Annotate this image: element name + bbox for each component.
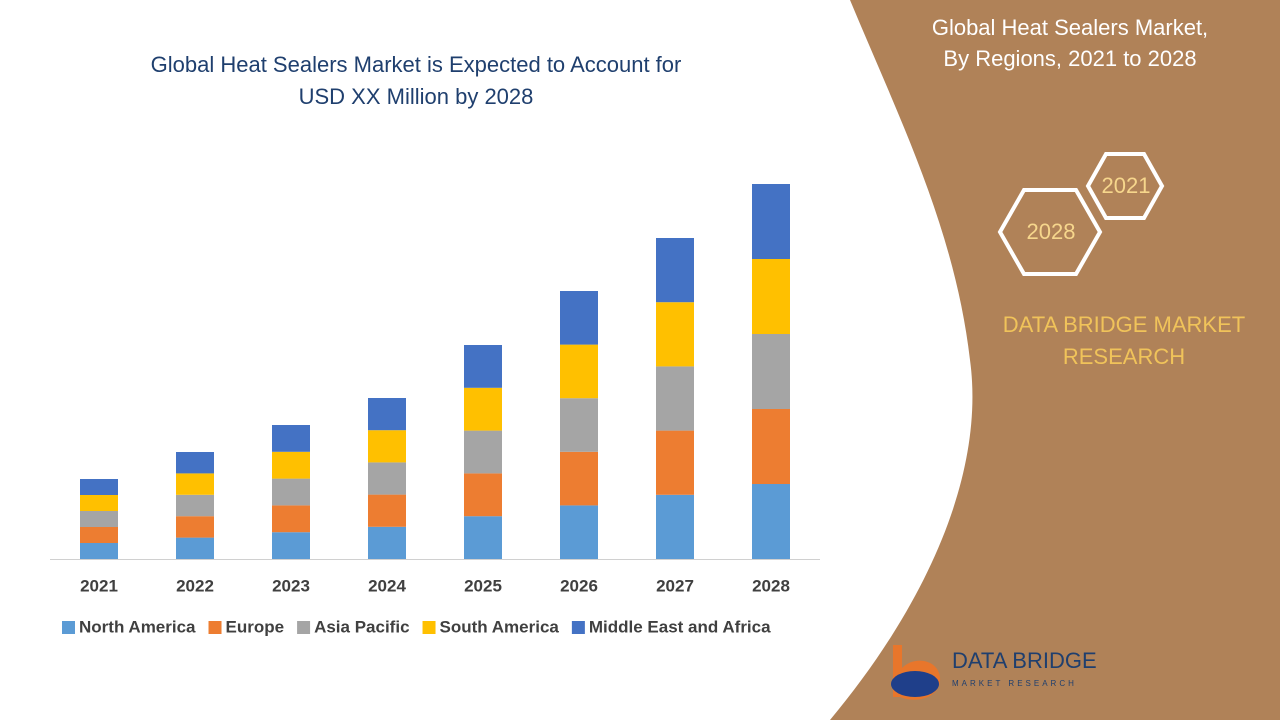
bar-segment: [752, 484, 790, 559]
bar-segment: [656, 430, 694, 495]
bar-segment: [368, 398, 406, 431]
bar-segment: [272, 451, 310, 479]
bar-segment: [752, 259, 790, 334]
hexagon: [997, 188, 1103, 276]
bar-segment: [176, 537, 214, 559]
x-tick-label: 2022: [176, 576, 214, 595]
bar-segment: [656, 494, 694, 559]
bar-segment: [176, 494, 214, 517]
brand-text: DATA BRIDGE MARKET: [1003, 312, 1245, 337]
bar-segment: [272, 478, 310, 506]
bar-segment: [656, 302, 694, 367]
bar-segment: [176, 452, 214, 474]
legend-swatch: [208, 621, 222, 634]
panel-title: Global Heat Sealers Market,: [932, 15, 1208, 40]
logo: DATA BRIDGE MARKET RESEARCH: [891, 645, 1097, 700]
bar-segment: [272, 505, 310, 533]
bar-segment: [464, 473, 502, 517]
bar-segment: [272, 425, 310, 452]
bar-segment: [176, 516, 214, 538]
bar-segment: [752, 409, 790, 484]
legend-swatch: [422, 621, 436, 634]
bar-segment: [80, 495, 118, 511]
bar-segment: [80, 511, 118, 527]
bar-segment: [560, 344, 598, 399]
x-tick-label: 2024: [368, 576, 406, 595]
legend-label: Middle East and Africa: [589, 617, 771, 636]
bar-segment: [464, 516, 502, 559]
bar-segment: [80, 543, 118, 559]
bar-segment: [464, 345, 502, 388]
x-tick-label: 2028: [752, 576, 790, 595]
panel-title: By Regions, 2021 to 2028: [943, 46, 1196, 71]
bar-segment: [560, 398, 598, 452]
bar-segment: [560, 505, 598, 559]
bar-segment: [752, 184, 790, 259]
legend-label: South America: [440, 617, 560, 636]
bar-segment: [656, 238, 694, 303]
brand-text: RESEARCH: [1063, 344, 1185, 369]
bar-segment: [464, 387, 502, 431]
logo-mark: [891, 671, 939, 697]
logo-name: DATA BRIDGE: [952, 648, 1097, 673]
hexagon: [1085, 152, 1165, 220]
legend-label: Asia Pacific: [314, 617, 409, 636]
bar-segment: [560, 451, 598, 506]
bar-segment: [176, 473, 214, 495]
bar-segment: [752, 334, 790, 409]
legend-swatch: [62, 621, 75, 634]
bar-segment: [80, 527, 118, 543]
x-tick-label: 2026: [560, 576, 598, 595]
bar-segment: [272, 532, 310, 559]
chart-title: Global Heat Sealers Market is Expected t…: [151, 52, 682, 77]
bar-segment: [368, 462, 406, 495]
hexagon-label: 2028: [1027, 219, 1076, 244]
legend-label: Europe: [226, 617, 285, 636]
legend-label: North America: [79, 617, 196, 636]
x-tick-label: 2021: [80, 576, 118, 595]
bar-segment: [368, 526, 406, 559]
bar-segment: [80, 479, 118, 495]
bar-segment: [464, 430, 502, 474]
bar-segment: [656, 366, 694, 431]
bar-segment: [560, 291, 598, 345]
legend-swatch: [297, 621, 311, 634]
hexagon-label: 2021: [1102, 173, 1151, 198]
chart-subtitle: USD XX Million by 2028: [299, 84, 534, 109]
logo-tagline: MARKET RESEARCH: [952, 679, 1077, 688]
side-panel: [830, 0, 1280, 720]
x-tick-label: 2023: [272, 576, 310, 595]
x-tick-label: 2027: [656, 576, 694, 595]
bar-segment: [368, 494, 406, 527]
bar-segment: [368, 430, 406, 463]
x-tick-label: 2025: [464, 576, 502, 595]
legend-swatch: [571, 621, 585, 634]
